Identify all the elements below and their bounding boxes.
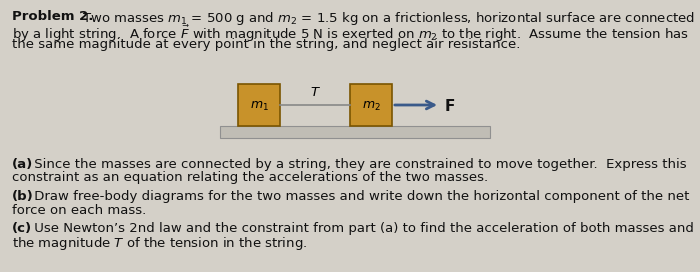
Text: the same magnitude at every point in the string, and neglect air resistance.: the same magnitude at every point in the…	[12, 38, 520, 51]
Text: force on each mass.: force on each mass.	[12, 203, 146, 217]
Bar	[238, 84, 280, 126]
Text: Two masses $m_1$ = 500 g and $m_2$ = 1.5 kg on a frictionless, horizontal surfac: Two masses $m_1$ = 500 g and $m_2$ = 1.5…	[78, 10, 695, 27]
Text: by a light string.  A force $\vec{F}$ with magnitude 5 N is exerted on $m_2$ to : by a light string. A force $\vec{F}$ wit…	[12, 24, 689, 44]
Text: $m_1$: $m_1$	[249, 100, 269, 113]
Text: $m_2$: $m_2$	[362, 100, 380, 113]
Text: the magnitude $T$ of the tension in the string.: the magnitude $T$ of the tension in the …	[12, 236, 307, 252]
Text: $\mathbf{F}$: $\mathbf{F}$	[444, 98, 455, 114]
Text: $T$: $T$	[309, 86, 321, 99]
Text: (c): (c)	[12, 222, 32, 235]
Bar	[350, 84, 392, 126]
Text: constraint as an equation relating the accelerations of the two masses.: constraint as an equation relating the a…	[12, 172, 488, 184]
Text: Draw free-body diagrams for the two masses and write down the horizontal compone: Draw free-body diagrams for the two mass…	[30, 190, 690, 203]
Bar	[220, 126, 490, 138]
Text: Since the masses are connected by a string, they are constrained to move togethe: Since the masses are connected by a stri…	[30, 158, 687, 171]
Text: (a): (a)	[12, 158, 34, 171]
Text: Problem 2.: Problem 2.	[12, 10, 93, 23]
Text: Use Newton’s 2nd law and the constraint from part (a) to find the acceleration o: Use Newton’s 2nd law and the constraint …	[30, 222, 694, 235]
Text: (b): (b)	[12, 190, 34, 203]
